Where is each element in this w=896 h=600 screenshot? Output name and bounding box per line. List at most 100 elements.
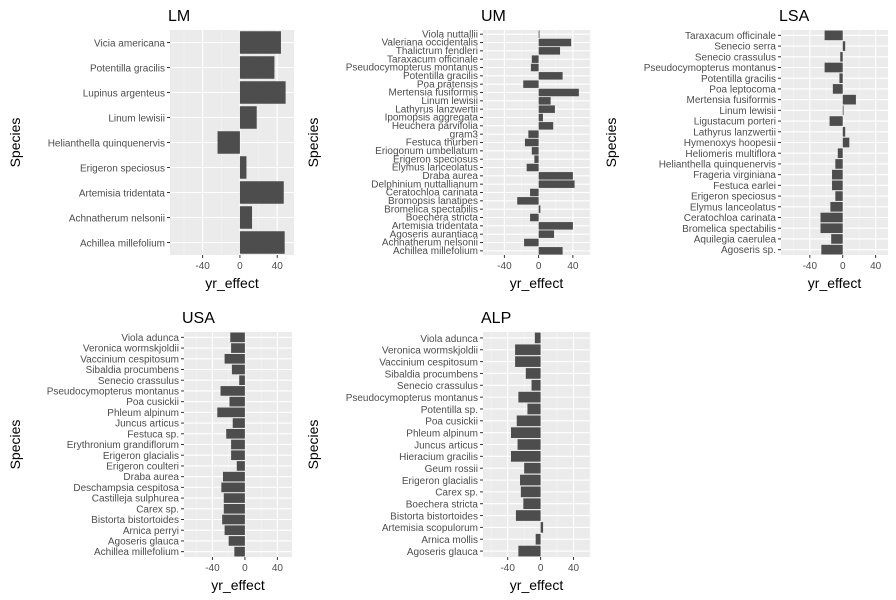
bar [517,439,541,450]
bar [524,462,541,474]
bar [518,391,541,403]
bar [530,188,539,197]
y-tick-label: Viola adunca [121,333,179,344]
bar [231,343,245,353]
y-tick-label: Festuca sp. [127,429,179,440]
y-tick-label: Castilleja sulphurea [92,494,180,505]
y-axis-title: Species [305,420,321,470]
bar [839,73,843,84]
bar [232,418,245,428]
bar [520,474,541,486]
y-tick-label: Potentilla gracilis [90,63,165,74]
y-tick-label: Bromelica spectabilis [384,204,478,215]
bar [221,482,245,493]
y-tick-label: Agoseris glauca [108,536,180,547]
y-tick-label: Bistorta bistortoides [91,515,179,526]
bar [239,231,285,254]
y-tick-label: Erigeron glacialis [103,451,179,462]
bar [538,30,540,38]
bar [830,201,843,212]
y-tick-label: Bromopsis lanatipes [388,196,478,207]
bar [523,498,541,510]
y-tick-label: Frageria virginiana [693,170,776,181]
x-tick-label: 0 [237,261,243,272]
bar [528,130,539,138]
bar [538,47,561,55]
y-tick-label: Agoseris glauca [407,547,479,558]
x-tick-label: -40 [500,563,515,574]
bar [832,169,843,180]
bar [842,137,850,148]
bar [831,234,843,244]
bar [236,461,245,471]
bar [538,72,563,80]
y-tick-label: Bromelica spectabilis [682,224,776,235]
panel-title: LSA [779,8,810,25]
y-tick-label: Pseudocymopterus montanus [346,393,478,404]
y-tick-label: Agoseris sp. [721,245,776,256]
y-tick-label: Achillea millefolium [393,246,478,257]
y-tick-label: Mertensia fusiformis [687,95,776,106]
y-axis-title: Species [603,118,619,168]
y-tick-label: Elymus lanceolatus [392,163,478,174]
x-axis-title: yr_effect [510,577,564,593]
y-tick-label: Senecio crassulus [695,52,776,63]
y-tick-label: Boechera stricta [406,500,479,511]
y-tick-label: Potentilla gracilis [701,74,776,85]
bar [538,122,554,130]
bar [223,503,245,514]
panel-title: LM [168,8,190,25]
y-tick-label: Taraxacum officinale [685,31,776,42]
y-tick-label: Sibaldia procumbens [385,369,478,380]
y-tick-label: Heuchera parvifolia [392,121,479,132]
bar [524,138,539,147]
y-tick-label: Draba aurea [123,472,179,483]
bar [239,56,275,79]
y-tick-label: gram3 [450,129,479,140]
y-tick-label: Achnatherum nelsonii [382,238,478,249]
bar [821,244,843,255]
bar [222,471,245,482]
bar [538,88,579,97]
y-tick-label: Linum lewisii [719,106,776,117]
y-tick-label: Senecio serra [714,42,776,53]
y-tick-label: Vaccinium cespitosum [80,354,179,365]
bar [842,41,846,51]
y-tick-label: Phleum alpinum [107,408,179,419]
bar [538,247,563,255]
bar [217,407,245,418]
y-tick-label: Pseudocymopterus montanus [47,386,179,397]
y-tick-label: Heliomeris multiflora [685,149,776,160]
y-tick-label: Pseudocymopterus montanus [346,63,478,74]
bar [229,396,245,407]
panel-title: ALP [481,310,511,327]
y-tick-label: Juncus articus [115,419,179,430]
bar [840,51,843,62]
y-tick-label: Lathyrus lanzwertii [693,127,776,138]
x-axis-title: yr_effect [205,275,259,291]
y-tick-label: Lathyrus lanzwertii [395,104,478,115]
x-tick-label: 0 [242,563,248,574]
bar [534,332,541,344]
y-tick-label: Ligustacum porteri [694,117,776,128]
bar [820,223,843,234]
x-axis-title: yr_effect [510,275,564,291]
bar [538,205,541,213]
y-tick-label: Erigeron speciosus [80,163,165,174]
y-tick-label: Vicia americana [94,38,165,49]
y-tick-label: Boechera stricta [406,213,479,224]
bar [538,172,573,180]
bar [842,94,856,105]
bar [518,545,541,557]
y-tick-label: Ceratochloa carinata [684,213,777,224]
y-tick-label: Bistorta bistortoides [390,511,478,522]
bar [538,180,575,188]
x-tick-label: 40 [568,563,580,574]
y-tick-label: Taraxacum officinale [387,54,478,65]
bar [820,212,843,223]
y-tick-label: Achnatherum nelsonii [69,213,165,224]
y-tick-label: Festuca thurberi [406,138,478,149]
bar [224,525,245,536]
